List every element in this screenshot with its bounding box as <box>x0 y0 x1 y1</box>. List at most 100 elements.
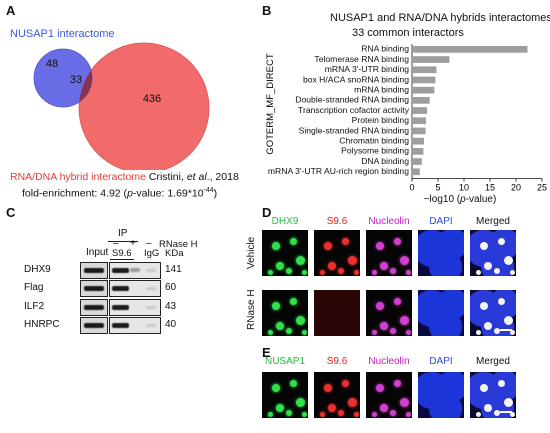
channel-header: Merged <box>476 216 510 227</box>
panel-label-a: A <box>6 3 16 18</box>
bar <box>412 158 422 165</box>
chart-title: NUSAP1 and RNA/DNA hybrids interactomes <box>330 12 550 24</box>
x-tick-label: 20 <box>511 183 521 193</box>
category-label: Transcription cofactor activity <box>298 105 410 115</box>
venn-caption-ref-post: ., 2018 <box>206 171 239 183</box>
ip-bracket <box>108 241 138 242</box>
micrograph-image <box>418 230 464 276</box>
panel-label-d: D <box>262 205 272 220</box>
s96-underline <box>110 259 134 260</box>
category-label: RNA binding <box>361 44 409 54</box>
bar <box>412 117 427 125</box>
bar <box>412 97 430 104</box>
bar <box>412 76 436 84</box>
channel-header: DAPI <box>429 356 453 367</box>
bar <box>412 127 426 135</box>
venn-caption-colored: RNA/DNA hybrid interactome <box>10 171 146 183</box>
bar <box>412 56 450 63</box>
input-lane-box <box>80 317 108 334</box>
venn-right-only-count: 436 <box>143 93 161 105</box>
category-label: mRNA 3'-UTR binding <box>325 64 409 74</box>
channel-header: NUSAP1 <box>264 356 305 367</box>
micrograph-image <box>262 290 308 336</box>
category-label: DNA binding <box>361 156 409 166</box>
input-lane-box <box>80 299 108 316</box>
fold-post: -value: 1.69*10 <box>132 187 204 200</box>
category-label: Protein binding <box>352 115 410 125</box>
bar <box>412 46 528 53</box>
micrograph-image <box>262 230 308 276</box>
venn-left-label: NUSAP1 interactome <box>10 28 115 40</box>
venn-overlap-count: 33 <box>70 74 82 86</box>
bar <box>412 66 437 74</box>
micrograph-image <box>366 230 412 276</box>
fold-pre: fold-enrichment: 4.92 ( <box>22 187 128 200</box>
x-tick-label: 5 <box>435 183 440 193</box>
blot-row-label: DHX9 <box>24 264 51 275</box>
blot-kda-value: 40 <box>165 319 177 330</box>
channel-header: DAPI <box>429 216 453 227</box>
row-label-rnaseh: RNase H <box>246 289 257 330</box>
blot-row-label: Flag <box>24 282 44 293</box>
input-label: Input <box>86 247 109 258</box>
input-lane-box <box>80 280 108 297</box>
x-tick-label: 25 <box>537 183 547 193</box>
venn-caption: RNA/DNA hybrid interactome Cristini, et … <box>10 171 239 183</box>
channel-header: Merged <box>476 356 510 367</box>
micrograph-image <box>366 372 412 418</box>
bar <box>412 137 424 145</box>
ip-label: IP <box>118 228 128 239</box>
category-label: Telomerase RNA binding <box>314 54 409 64</box>
blot-kda-value: 141 <box>165 264 182 275</box>
bar <box>412 168 420 176</box>
blot-row-label: ILF2 <box>24 301 45 312</box>
ip-lane-box <box>109 299 161 316</box>
blot-kda-value: 60 <box>165 282 177 293</box>
panel-label-e: E <box>262 345 271 360</box>
fold-exp: -44 <box>203 187 214 194</box>
micrograph-image <box>418 290 464 336</box>
category-label: Polysome binding <box>341 146 409 156</box>
channel-header: S9.6 <box>326 356 348 367</box>
igg-label: IgG <box>144 248 160 259</box>
rnase-minus-2: – <box>146 238 152 249</box>
s96-label: S9.6 <box>112 248 132 259</box>
ip-lane-box <box>109 262 161 279</box>
micrograph-image <box>314 290 360 336</box>
micrograph-image <box>314 372 360 418</box>
bar <box>412 148 424 155</box>
venn-fold-enrichment: fold-enrichment: 4.92 (p-value: 1.69*10-… <box>22 187 217 200</box>
venn-right-circle <box>78 42 210 170</box>
micrograph-image <box>314 230 360 276</box>
micrograph-image <box>470 230 516 276</box>
category-label: Single-stranded RNA binding <box>299 125 410 135</box>
fold-p: p <box>127 187 133 200</box>
x-tick-label: 10 <box>459 183 469 193</box>
micrograph-image <box>470 372 516 418</box>
channel-header: Nucleolin <box>368 216 410 227</box>
ip-lane-box <box>109 317 161 334</box>
fold-end: ) <box>213 187 218 200</box>
category-label: mRNA 3'-UTR AU-rich region binding <box>268 166 409 176</box>
bar <box>412 107 428 114</box>
input-lane-box <box>80 262 108 279</box>
venn-diagram: 48 33 436 <box>33 42 210 170</box>
scale-bar <box>500 329 512 331</box>
venn-caption-ref-pre: Cristini, <box>145 171 187 183</box>
micrograph-image <box>366 290 412 336</box>
channel-header: S9.6 <box>326 216 348 227</box>
chart-subtitle: 33 common interactors <box>352 27 464 39</box>
scale-bar <box>500 411 512 413</box>
rnase-plus: + <box>130 238 136 249</box>
micrograph-image <box>418 372 464 418</box>
category-label: box H/ACA snoRNA binding <box>303 74 409 84</box>
micrograph-image <box>262 372 308 418</box>
venn-caption-ref-italic: et al <box>186 171 207 183</box>
kda-label: KDa <box>165 248 184 259</box>
channel-header: Nucleolin <box>368 356 410 367</box>
micrograph-image <box>470 290 516 336</box>
panel-label-c: C <box>6 205 16 220</box>
bar <box>412 86 435 94</box>
